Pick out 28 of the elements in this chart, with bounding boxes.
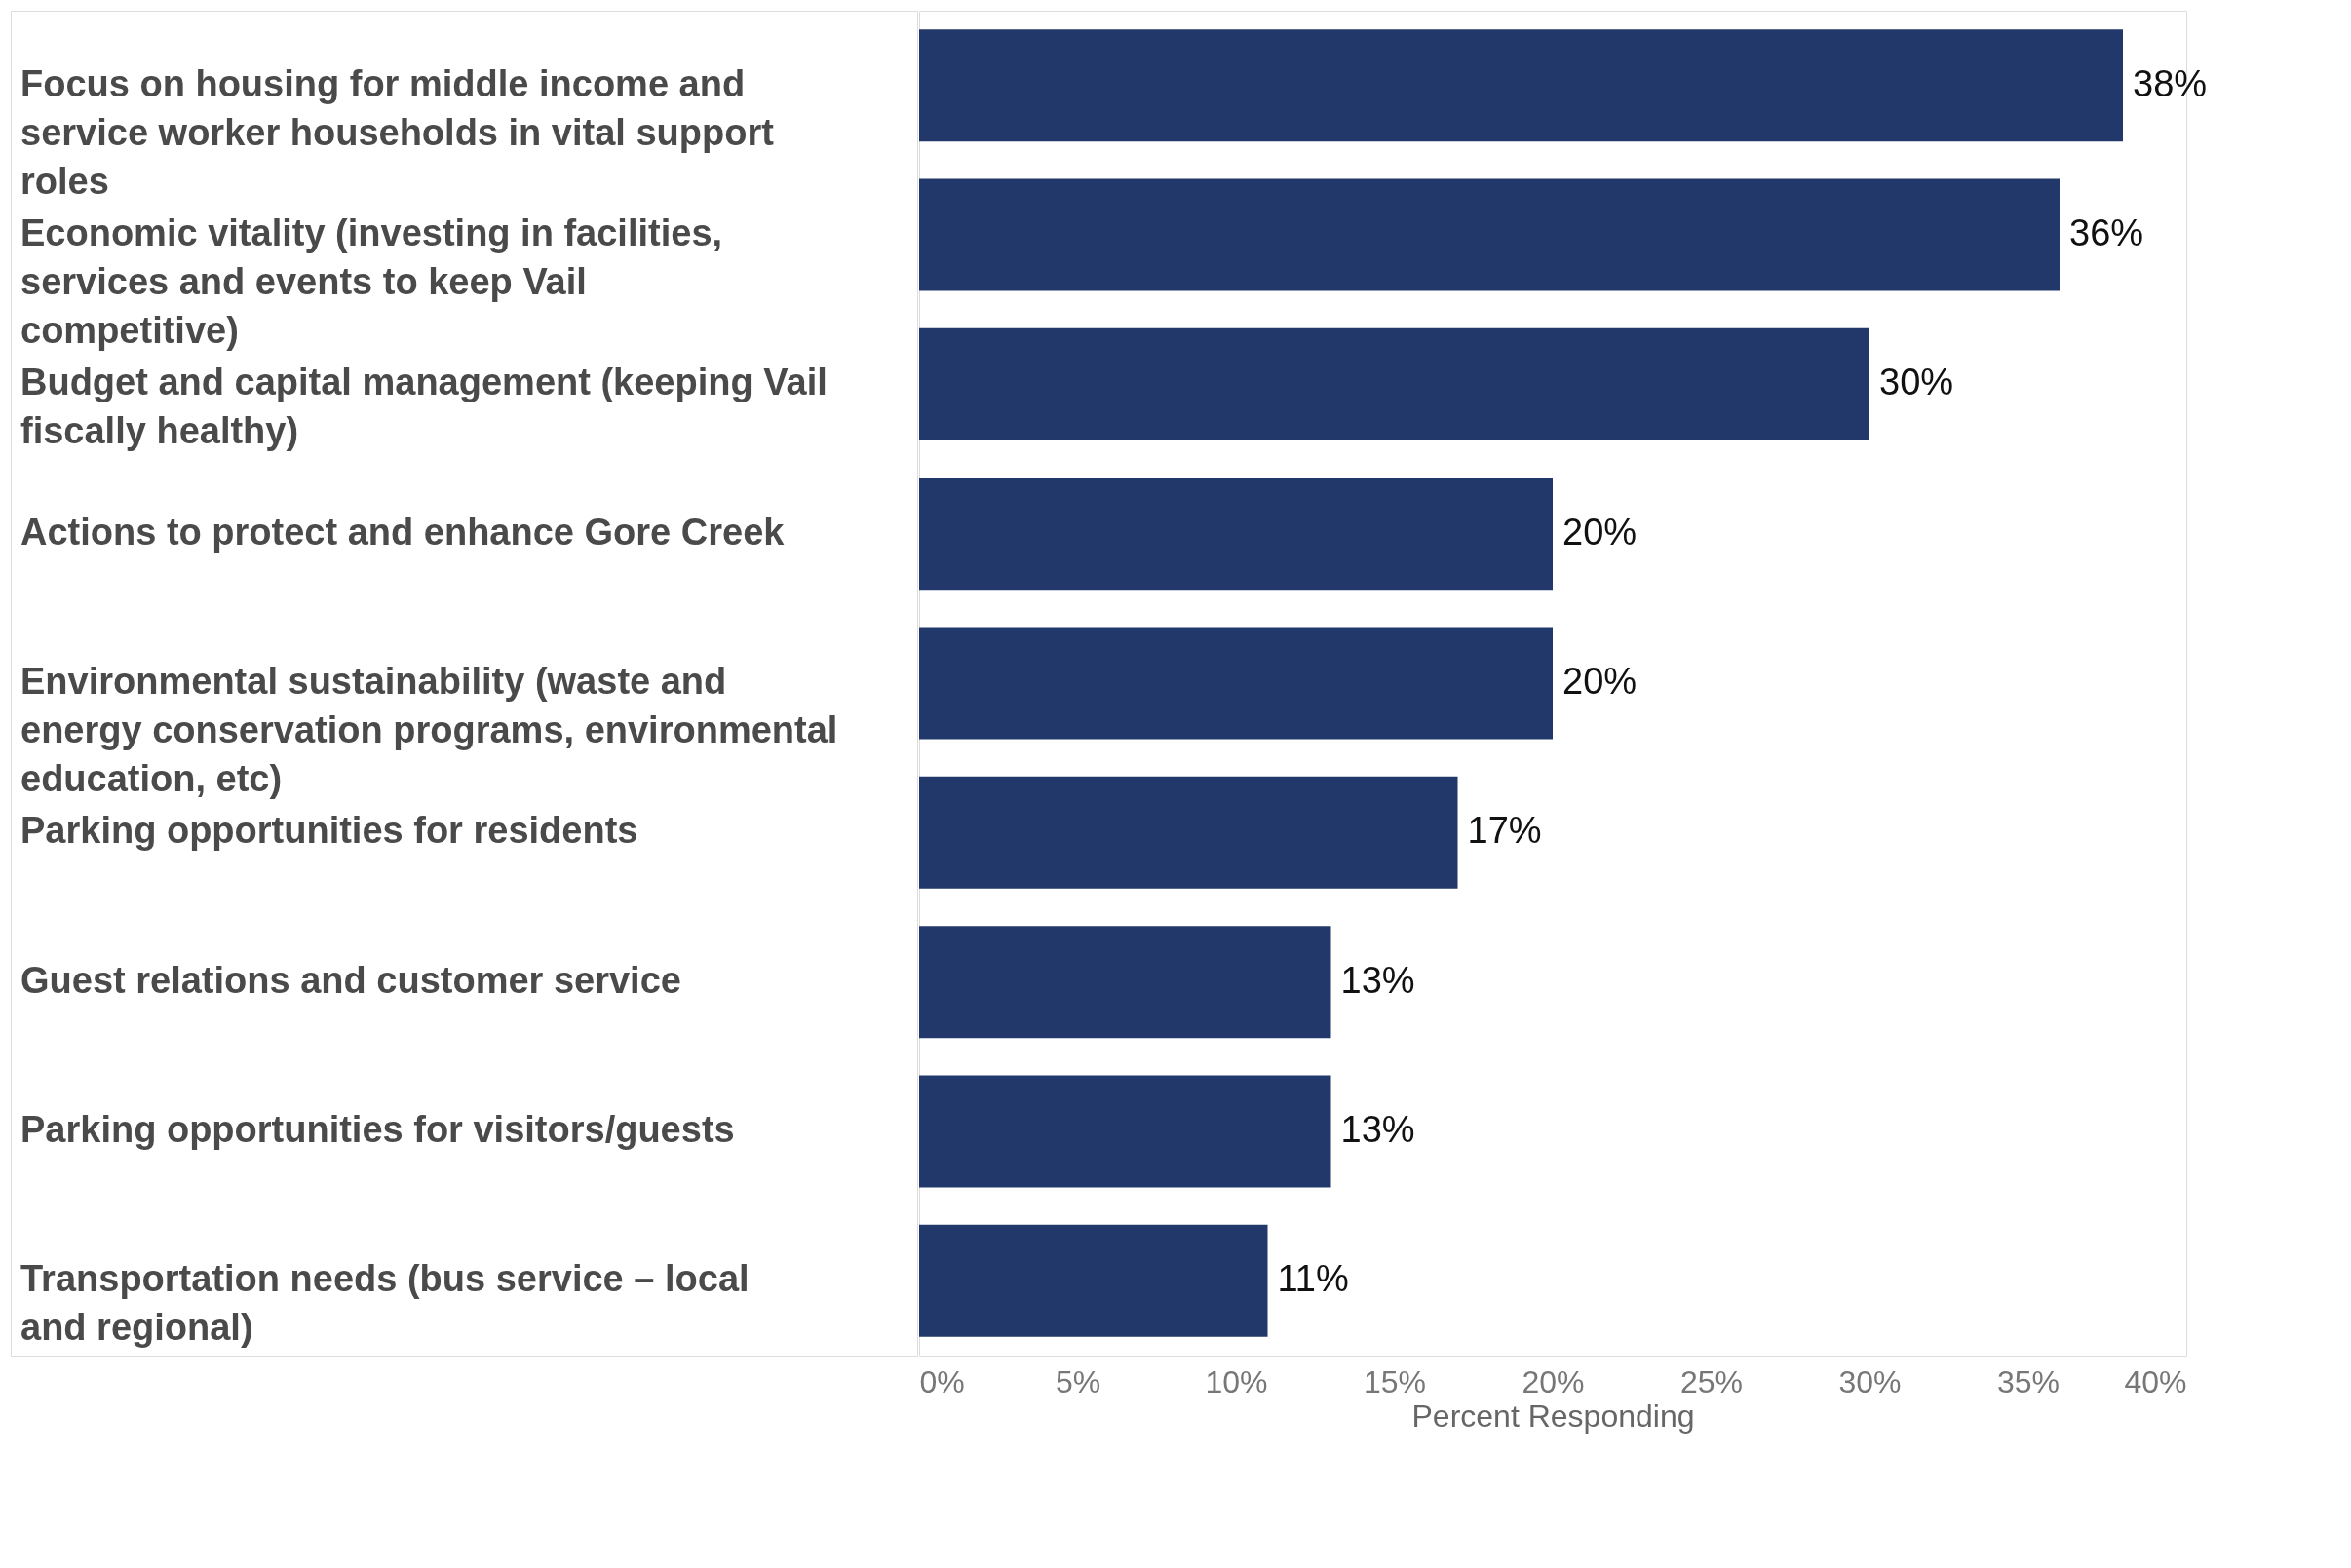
data-label: 36% (2069, 212, 2144, 253)
x-tick-label: 30% (1838, 1363, 1902, 1399)
data-label: 13% (1340, 1109, 1415, 1150)
x-axis-title: Percent Responding (1411, 1397, 1695, 1434)
data-label: 13% (1340, 959, 1415, 1001)
data-label: 38% (2133, 62, 2208, 104)
x-tick-label: 0% (919, 1363, 965, 1399)
y-tick-label: Parking opportunities for visitors/guests (20, 1109, 735, 1150)
x-tick-label: 15% (1363, 1363, 1427, 1399)
x-tick-label: 10% (1205, 1363, 1268, 1399)
y-tick-label: Focus on housing for middle income and service worker households in vital support roles (20, 62, 775, 202)
y-tick-label: Environmental sustainability (waste and energy conservation programs, environmental education, etc) (20, 661, 838, 799)
data-label: 17% (1467, 810, 1542, 852)
y-tick-label: Guest relations and customer service (20, 959, 681, 1001)
y-tick-label: Economic vitality (investing in facilities, services and events to keep Vail competitive) (20, 212, 723, 351)
data-label: 20% (1562, 511, 1638, 553)
data-label: 20% (1562, 661, 1638, 702)
data-label: 30% (1879, 362, 1954, 403)
y-tick-label: Transportation needs (bus service – local and regional) (20, 1258, 750, 1349)
y-tick-label: Actions to protect and enhance Gore Creek (20, 511, 786, 553)
x-tick-label: 5% (1055, 1363, 1101, 1399)
y-tick-label: Budget and capital management (keeping Vail fiscally healthy) (20, 362, 828, 452)
x-tick-label: 40% (2124, 1363, 2187, 1399)
x-tick-label: 20% (1522, 1363, 1585, 1399)
x-tick-label: 35% (1996, 1363, 2061, 1399)
y-tick-label: Parking opportunities for residents (20, 810, 638, 852)
data-label: 11% (1277, 1258, 1349, 1300)
x-tick-label: 25% (1679, 1363, 1744, 1399)
